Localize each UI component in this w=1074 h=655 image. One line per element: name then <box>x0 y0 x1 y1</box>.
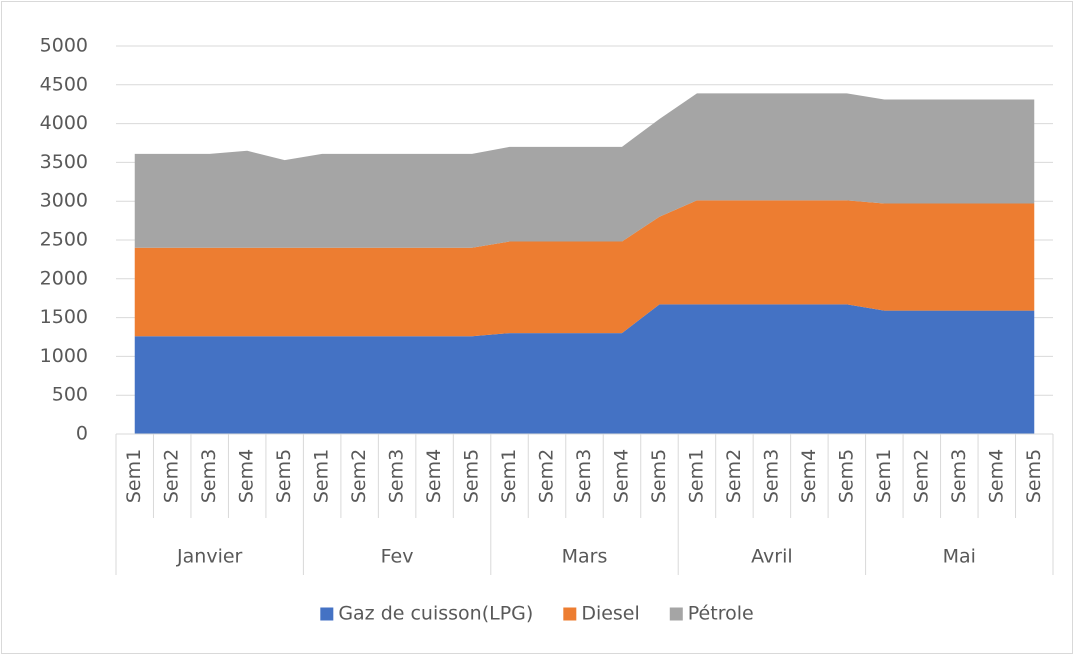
y-tick-label: 4500 <box>40 73 88 95</box>
legend-swatch <box>563 607 577 621</box>
x-tick-label: Sem5 <box>1023 449 1045 503</box>
x-tick-label: Sem4 <box>236 449 258 503</box>
x-tick-label: Sem3 <box>386 449 408 503</box>
x-tick-label: Sem5 <box>461 449 483 503</box>
y-tick-label: 1000 <box>40 345 88 367</box>
x-tick-label: Sem5 <box>273 449 295 503</box>
x-tick-label: Sem2 <box>161 449 183 503</box>
x-tick-label: Sem5 <box>835 449 857 503</box>
area <box>134 93 1035 248</box>
x-tick-label: Sem4 <box>423 449 445 503</box>
legend-label: Diesel <box>581 603 639 625</box>
x-tick-label: Sem1 <box>498 449 520 503</box>
x-tick-label: Sem3 <box>760 449 782 503</box>
x-tick-label: Sem2 <box>348 449 370 503</box>
group-label: Mai <box>943 546 976 568</box>
legend-label: Gaz de cuisson(LPG) <box>338 603 533 625</box>
x-tick-label: Sem3 <box>573 449 595 503</box>
x-tick-label: Sem1 <box>873 449 895 503</box>
y-tick-label: 3000 <box>40 190 88 212</box>
x-tick-label: Sem3 <box>948 449 970 503</box>
x-tick-label: Sem1 <box>311 449 333 503</box>
x-tick-label: Sem1 <box>123 449 145 503</box>
x-tick-label: Sem4 <box>798 449 820 503</box>
legend-label: Pétrole <box>688 603 754 625</box>
y-tick-label: 2500 <box>40 229 88 251</box>
area <box>134 304 1035 434</box>
x-tick-label: Sem1 <box>685 449 707 503</box>
group-label: Janvier <box>176 546 243 568</box>
y-tick-label: 500 <box>52 384 88 406</box>
legend-swatch <box>320 607 334 621</box>
y-tick-label: 4000 <box>40 112 88 134</box>
x-tick-label: Sem4 <box>985 449 1007 503</box>
area <box>134 200 1035 337</box>
group-label: Fev <box>381 546 414 568</box>
group-label: Mars <box>562 546 608 568</box>
y-tick-label: 1500 <box>40 306 88 328</box>
x-tick-label: Sem4 <box>610 449 632 503</box>
y-tick-label: 3500 <box>40 151 88 173</box>
group-label: Avril <box>751 546 793 568</box>
x-tick-label: Sem2 <box>723 449 745 503</box>
x-tick-label: Sem2 <box>536 449 558 503</box>
y-tick-label: 0 <box>76 423 88 445</box>
x-tick-label: Sem5 <box>648 449 670 503</box>
y-tick-label: 2000 <box>40 267 88 289</box>
legend-swatch <box>669 607 683 621</box>
x-tick-label: Sem2 <box>910 449 932 503</box>
x-tick-label: Sem3 <box>198 449 220 503</box>
y-tick-label: 5000 <box>40 35 88 57</box>
